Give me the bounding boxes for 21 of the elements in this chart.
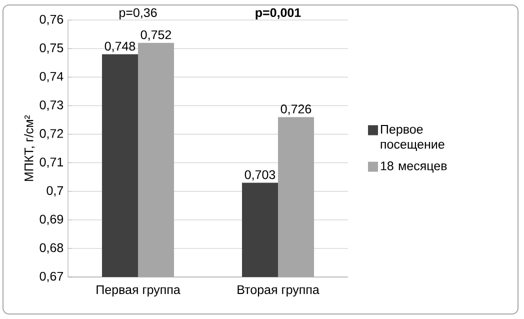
text: p=0,36 [120, 8, 157, 20]
x-tick-label: Первая группа [96, 285, 180, 297]
y-tick-label: 0,67 [40, 272, 64, 282]
y-tick-label: 0,69 [40, 214, 64, 226]
y-tick-label: 0,68 [40, 243, 64, 254]
legend-label: Первое посещение [380, 124, 444, 152]
y-tick-label: 0,76 [40, 14, 64, 26]
y-tick-label: 0,72 [40, 129, 64, 140]
legend-label: 18 месяцев [380, 161, 447, 173]
data-label: 0,726 [280, 104, 312, 115]
y-tick-label: 0,74 [40, 72, 64, 82]
y-tick-label: 0,7 [46, 186, 64, 196]
y-tick-label: 0,73 [40, 100, 64, 111]
text: p=0,001 [256, 8, 301, 20]
data-label: 0,703 [244, 170, 276, 181]
data-label: 0,752 [140, 30, 172, 41]
y-tick-label: 0,71 [40, 158, 64, 168]
y-axis-title: МПКТ, г/см² [24, 115, 35, 181]
data-label: 0,748 [104, 42, 136, 52]
x-tick-label: Вторая группа [238, 285, 320, 297]
y-tick-label: 0,75 [40, 43, 64, 54]
